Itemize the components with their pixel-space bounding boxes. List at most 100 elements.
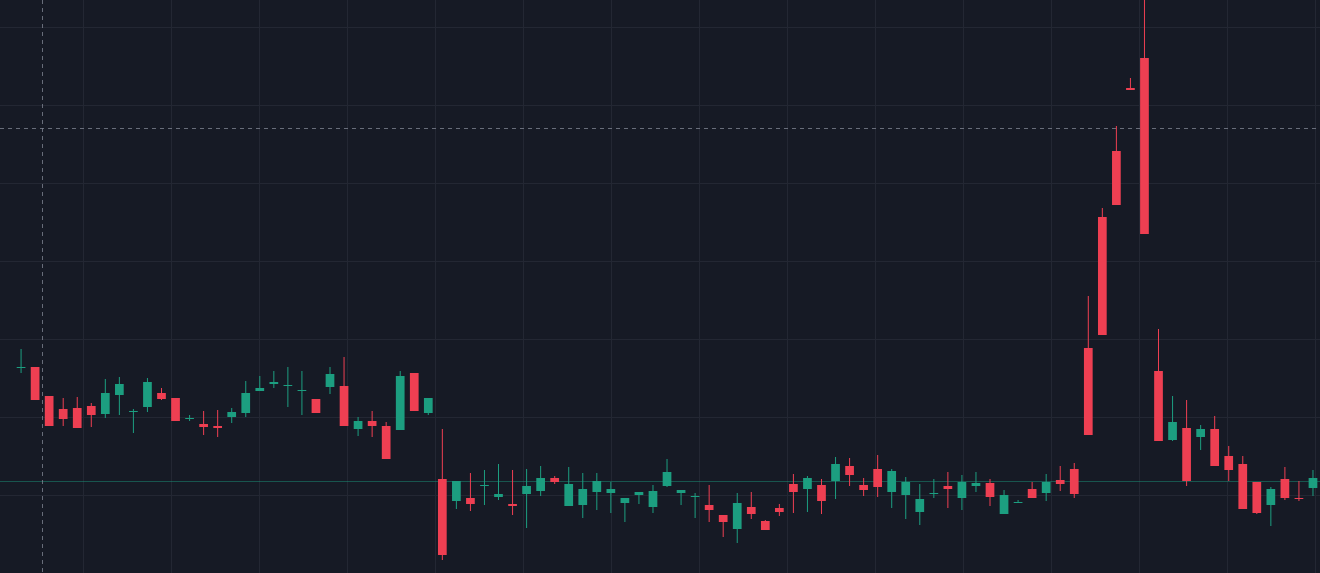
candle-up xyxy=(901,477,911,519)
candle-down xyxy=(1294,481,1304,501)
candle-body xyxy=(859,485,868,490)
candle-down xyxy=(381,422,391,459)
candle-body xyxy=(1126,88,1135,90)
candle-up xyxy=(732,493,742,543)
candle-up xyxy=(325,367,335,394)
candle-body xyxy=(395,376,405,430)
candle-body xyxy=(831,464,840,481)
candle-body xyxy=(72,408,82,428)
candle-down xyxy=(466,473,475,511)
candle-body xyxy=(690,496,700,497)
candle-body xyxy=(494,494,503,497)
candle-up xyxy=(690,493,700,518)
candle-body xyxy=(199,424,208,427)
candle-body xyxy=(592,481,602,492)
candle-body xyxy=(1097,217,1107,335)
candle-down xyxy=(1097,208,1107,335)
candle-body xyxy=(1280,479,1290,498)
candle-down xyxy=(1055,466,1065,491)
candle-up xyxy=(494,464,503,500)
candle-up xyxy=(16,349,26,373)
candle-up xyxy=(143,378,152,412)
candle-up xyxy=(241,381,251,417)
candle-up xyxy=(803,476,812,512)
candle-body xyxy=(929,493,939,494)
candle-down xyxy=(859,478,868,496)
candle-body xyxy=(1196,429,1205,437)
candle-up xyxy=(255,376,265,391)
candle-body xyxy=(564,484,574,506)
candle-down xyxy=(44,396,54,426)
candle-up xyxy=(1196,425,1205,450)
candle-body xyxy=(999,495,1009,514)
candle-body xyxy=(943,486,953,489)
candle-down xyxy=(845,458,854,486)
candle-down xyxy=(508,470,517,515)
candle-down xyxy=(760,520,770,530)
candle-body xyxy=(676,490,686,493)
candle-down xyxy=(1112,126,1121,205)
candle-body xyxy=(1266,489,1276,505)
candle-body xyxy=(901,482,911,495)
candle-up xyxy=(915,484,925,525)
candle-up xyxy=(971,472,981,492)
candle-body xyxy=(115,384,124,395)
candle-body xyxy=(620,498,630,503)
candle-body xyxy=(1069,469,1079,494)
candle-up xyxy=(115,377,124,415)
candle-body xyxy=(283,385,293,386)
candles xyxy=(16,0,1318,560)
candle-up xyxy=(297,371,307,415)
candle-down xyxy=(1154,329,1163,441)
candle-up xyxy=(423,398,433,415)
candle-down xyxy=(199,411,208,435)
candle-body xyxy=(746,507,756,514)
candle-down xyxy=(1182,400,1191,486)
candle-body xyxy=(466,498,475,504)
candle-up xyxy=(536,466,545,496)
candle-body xyxy=(704,505,714,510)
candle-up xyxy=(269,371,279,388)
candle-down xyxy=(985,479,995,506)
candle-down xyxy=(157,388,166,400)
candle-up xyxy=(185,415,194,421)
candle-body xyxy=(1083,348,1093,435)
candle-down xyxy=(1083,296,1093,435)
candle-body xyxy=(1055,480,1065,484)
candle-body xyxy=(1210,429,1220,466)
candle-down xyxy=(1210,416,1220,466)
candle-down xyxy=(873,455,883,497)
candle-body xyxy=(1168,422,1177,440)
candle-body xyxy=(634,492,644,495)
candle-body xyxy=(213,426,223,428)
candle-body xyxy=(1027,489,1037,498)
candle-body xyxy=(732,503,742,529)
candle-body xyxy=(873,469,883,487)
candle-down xyxy=(171,398,180,421)
candle-down xyxy=(1280,467,1290,500)
candle-down xyxy=(1069,463,1079,498)
candle-down xyxy=(72,397,82,428)
candle-down xyxy=(311,399,321,413)
candle-body xyxy=(536,478,545,491)
candle-body xyxy=(1140,58,1149,234)
candle-body xyxy=(269,382,279,384)
candle-up xyxy=(957,475,967,510)
candle-body xyxy=(452,481,461,501)
candle-body xyxy=(241,393,251,413)
candle-down xyxy=(943,472,953,508)
candle-body xyxy=(227,412,237,417)
candle-down xyxy=(213,410,223,437)
candle-up xyxy=(662,459,672,487)
candle-body xyxy=(409,373,419,411)
candle-down xyxy=(746,492,756,519)
candle-up xyxy=(564,467,574,506)
candle-body xyxy=(817,485,826,501)
candle-body xyxy=(508,504,517,506)
candle-body xyxy=(1154,371,1163,441)
candle-down xyxy=(367,411,377,437)
candle-body xyxy=(16,367,26,368)
candle-up xyxy=(929,479,939,498)
